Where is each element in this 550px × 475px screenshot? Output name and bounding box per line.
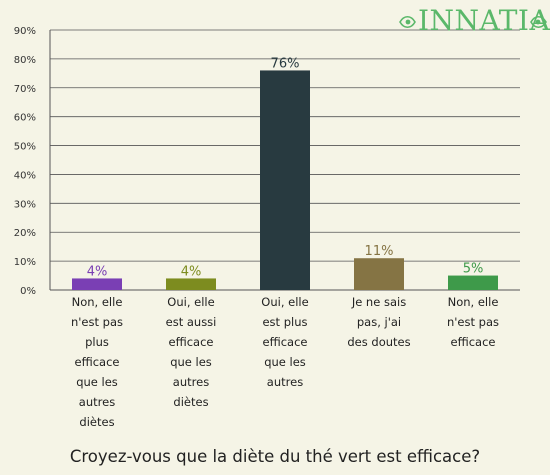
y-tick-label: 20% [14,228,36,239]
bar [260,70,310,290]
y-tick-label: 0% [20,286,36,297]
value-label: 76% [271,56,300,71]
brand-name: INNATIA [418,4,550,37]
y-tick-label: 80% [14,55,36,66]
value-label: 4% [181,264,202,279]
y-tick-label: 60% [14,113,36,124]
bar [448,275,498,290]
bar [72,278,122,290]
x-tick-label: Oui, elle est aussi efficace que les aut… [165,295,217,409]
value-labels: 4% 4% 76% 11% 5% [87,56,484,279]
y-tick-label: 40% [14,170,36,181]
x-tick-label: Oui, elle est plus efficace que les autr… [261,295,309,389]
bar [354,258,404,290]
value-label: 5% [463,262,484,277]
y-tick-label: 30% [14,199,36,210]
y-tick-label: 50% [14,142,36,153]
chart-title: Croyez-vous que la diète du thé vert est… [69,447,481,466]
x-tick-label: Je ne sais pas, j'ai des doutes [347,295,411,349]
bar [166,278,216,290]
value-label: 4% [87,264,108,279]
y-tick-label: 90% [14,26,36,37]
y-tick-label: 70% [14,84,36,95]
innatia-logo: INNATIA [398,3,550,39]
bars [72,70,498,290]
y-axis-ticks: 0% 10% 20% 30% 40% 50% 60% 70% 80% 90% [14,26,36,297]
y-tick-label: 10% [14,257,36,268]
x-tick-label: Non, elle n'est pas efficace [446,295,500,349]
value-label: 11% [365,244,394,259]
x-tick-label: Non, elle n'est pas plus efficace que le… [70,295,124,429]
leaf-swirl-icon [399,15,547,29]
